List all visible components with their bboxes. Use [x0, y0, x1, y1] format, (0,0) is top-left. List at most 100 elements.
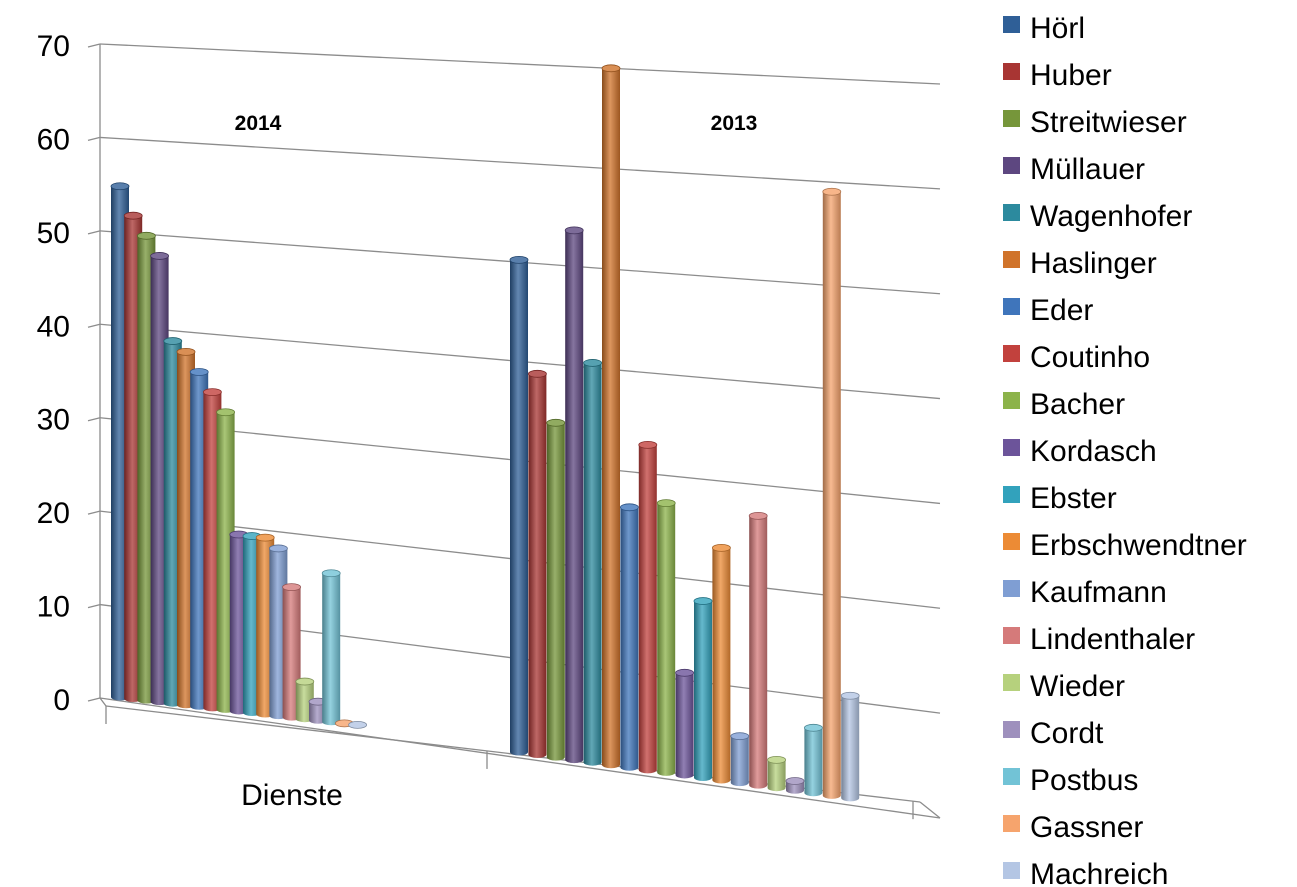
bar-body [510, 259, 528, 756]
floor-right-edge [919, 801, 941, 819]
bar-body [749, 515, 768, 789]
bar-body [675, 672, 694, 779]
bar-top [840, 691, 860, 700]
legend-swatch [1003, 110, 1020, 127]
legend-swatch [1003, 674, 1020, 691]
bar-2013-wagenhofer [583, 359, 602, 766]
ytick-mark-30 [87, 417, 101, 422]
gridline-0 [99, 697, 941, 819]
ytick-mark-60 [87, 136, 101, 142]
legend-label: Hörl [1030, 12, 1085, 45]
legend-item: Coutinho [1003, 341, 1150, 374]
legend-label: Müllauer [1030, 153, 1145, 186]
legend: Hörl Huber Streitwieser Müllauer Wagenhofer H… [1003, 12, 1247, 887]
ytick-mark-50 [87, 230, 101, 235]
legend-swatch [1003, 345, 1020, 362]
legend-swatch [1003, 63, 1020, 80]
legend-swatch [1003, 157, 1020, 174]
legend-label: Kaufmann [1030, 576, 1167, 609]
bar-2013-m-llauer [564, 226, 584, 764]
legend-swatch [1003, 439, 1020, 456]
category-label-dienste: Dienste [241, 779, 343, 812]
legend-item: Gassner [1003, 811, 1143, 844]
gridline-60 [99, 136, 941, 190]
legend-swatch [1003, 627, 1020, 644]
bar-top [546, 418, 566, 427]
bar-top [123, 211, 143, 220]
legend-label: Erbschwendtner [1030, 529, 1247, 562]
bar-2013-gassner [822, 187, 842, 799]
legend-item: Hörl [1003, 12, 1085, 45]
legend-item: Lindenthaler [1003, 623, 1195, 656]
legend-label: Coutinho [1030, 341, 1150, 374]
legend-label: Wieder [1030, 670, 1125, 703]
legend-label: Lindenthaler [1030, 623, 1195, 656]
legend-item: Erbschwendtner [1003, 529, 1247, 562]
bar-2013-wieder [767, 755, 786, 792]
y-axis-ticks: 0 10 20 30 40 50 60 70 [37, 30, 101, 717]
legend-swatch [1003, 580, 1020, 597]
legend-item: Eder [1003, 294, 1093, 327]
bar-2013-postbus [804, 723, 823, 797]
bar-top [321, 569, 341, 578]
legend-label: Machreich [1030, 858, 1168, 887]
legend-swatch [1003, 768, 1020, 785]
legend-item: Bacher [1003, 388, 1125, 421]
bar-top [110, 182, 130, 191]
bar-top [163, 337, 183, 345]
ytick-label-10: 10 [37, 591, 70, 624]
legend-swatch [1003, 721, 1020, 738]
ytick-mark-20 [87, 510, 101, 515]
legend-swatch [1003, 533, 1020, 550]
bar-body [546, 422, 565, 761]
bar-2013-haslinger [601, 64, 621, 769]
bar-body [822, 191, 841, 799]
bar-top [730, 732, 750, 741]
bar-2013-erbschwendtner [712, 544, 731, 784]
bar-body [730, 736, 749, 787]
bar-2013-bacher [656, 499, 676, 776]
bar-body [528, 373, 547, 759]
bar-top [767, 755, 786, 764]
legend-label: Kordasch [1030, 435, 1157, 468]
bar-top [712, 544, 731, 552]
group-label-2013: 2013 [711, 112, 758, 135]
legend-label: Bacher [1030, 388, 1125, 421]
legend-label: Eder [1030, 294, 1093, 327]
bar-top [150, 252, 170, 260]
legend-label: Gassner [1030, 811, 1143, 844]
bar-body [767, 759, 786, 792]
bar-2013-streitwieser [546, 418, 566, 761]
legend-item: Postbus [1003, 764, 1138, 797]
legend-item: Wieder [1003, 670, 1125, 703]
legend-label: Huber [1030, 59, 1112, 92]
bar-2014-machreich [348, 721, 368, 729]
bar-2013-lindenthaler [748, 511, 768, 789]
bar-top [509, 255, 529, 264]
bar-top [564, 226, 584, 235]
legend-item: Huber [1003, 59, 1112, 92]
legend-item: Machreich [1003, 858, 1168, 887]
bar-body [804, 727, 823, 797]
bar-2013-ebster [693, 597, 713, 782]
bar-2014-postbus [321, 569, 341, 726]
bar-top [255, 533, 275, 542]
legend-label: Haslinger [1030, 247, 1157, 280]
legend-item: Streitwieser [1003, 106, 1187, 139]
bar-top [216, 408, 236, 417]
bar-2013-huber [528, 369, 547, 759]
legend-swatch [1003, 392, 1020, 409]
bar-top [348, 721, 368, 729]
legend-swatch [1003, 204, 1020, 221]
bar-top [804, 723, 823, 732]
bar-top [268, 544, 288, 553]
bar-top [583, 359, 602, 367]
bar-body [565, 230, 584, 764]
bar-2013-kordasch [675, 668, 694, 779]
bar-top [295, 677, 315, 686]
bar-2013-coutinho [638, 440, 658, 774]
bar-top [748, 511, 768, 520]
group-label-2014: 2014 [235, 112, 282, 135]
bar-top [693, 597, 713, 605]
